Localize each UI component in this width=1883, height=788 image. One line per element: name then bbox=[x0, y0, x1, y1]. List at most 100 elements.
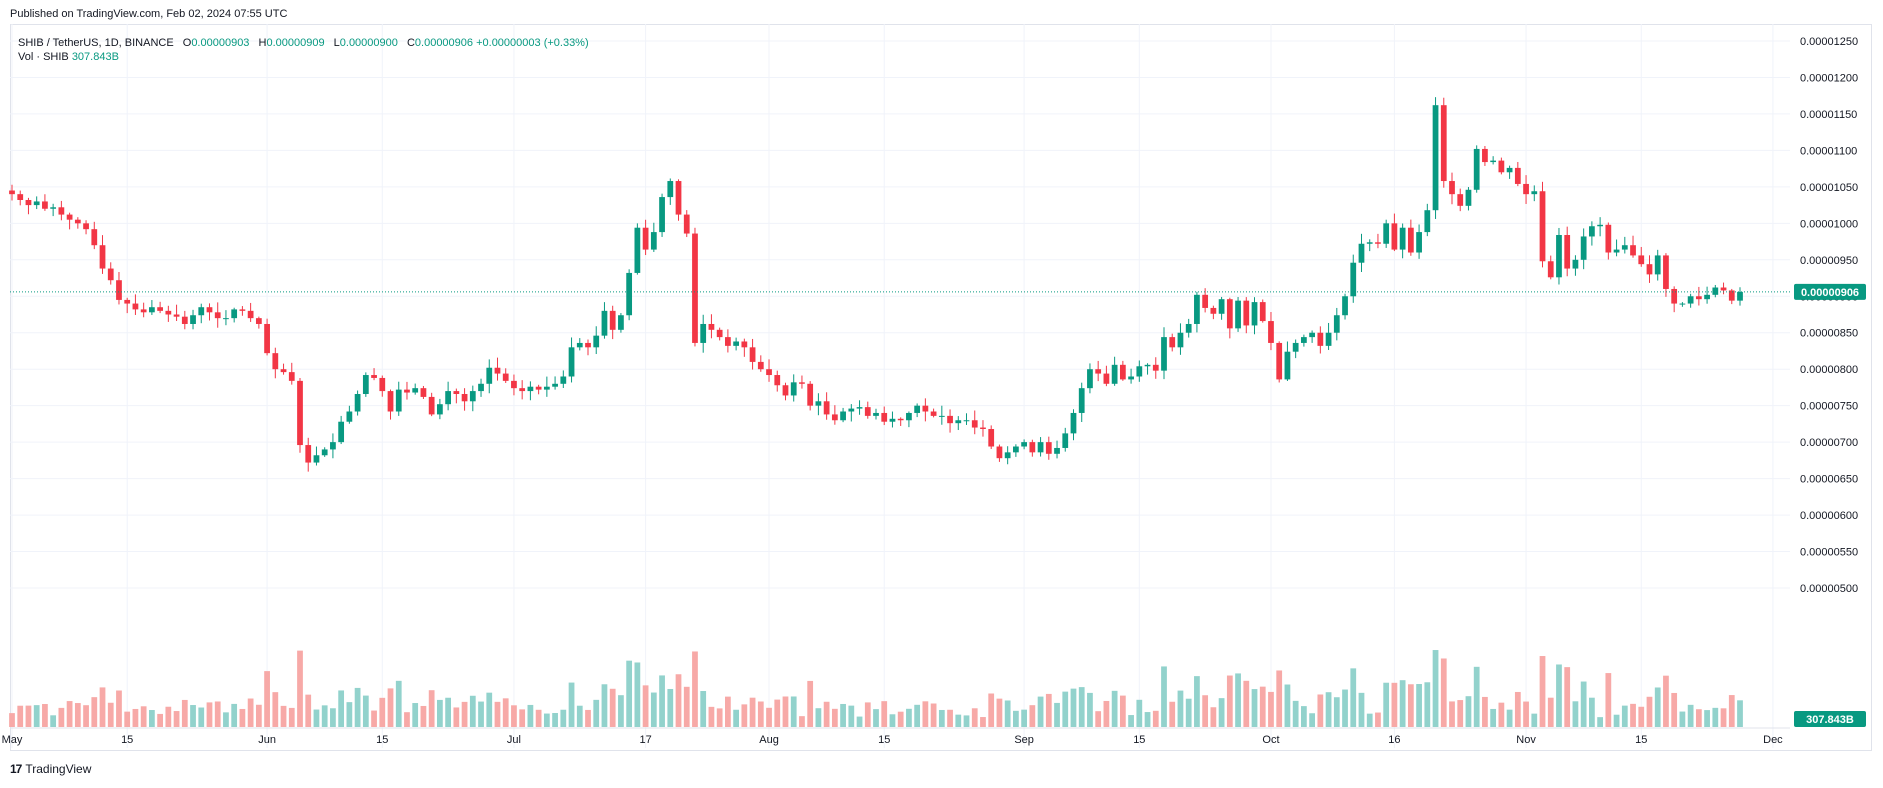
candle-body bbox=[511, 380, 517, 389]
volume-bar bbox=[1309, 713, 1315, 727]
x-tick-label: Aug bbox=[759, 734, 779, 746]
close-key: C bbox=[406, 37, 415, 49]
volume-bar bbox=[1021, 709, 1027, 727]
change-value: +0.00000003 (+0.33%) bbox=[476, 37, 589, 49]
candle-body bbox=[165, 310, 172, 315]
candle-body bbox=[1679, 303, 1686, 305]
candle-body bbox=[50, 207, 57, 209]
candle-body bbox=[1301, 337, 1307, 343]
candle-body bbox=[1737, 291, 1743, 301]
volume-bar bbox=[1424, 682, 1431, 727]
y-tick-label: 0.00000950 bbox=[1800, 255, 1858, 267]
volume-bar bbox=[264, 671, 270, 727]
candle-body bbox=[1202, 294, 1209, 308]
last-price-label: 0.00000906 bbox=[1801, 287, 1859, 299]
candle-body bbox=[881, 412, 888, 422]
candle-body bbox=[1029, 442, 1036, 453]
x-tick-label: 15 bbox=[376, 734, 388, 746]
candle-body bbox=[1383, 223, 1390, 244]
volume-bar bbox=[1152, 710, 1159, 727]
candle-body bbox=[1144, 364, 1151, 367]
candle-body bbox=[1251, 302, 1258, 326]
candle-body bbox=[1671, 288, 1678, 304]
volume-bar bbox=[1358, 692, 1365, 727]
volume-bar bbox=[1432, 650, 1439, 727]
open-value: 0.00000903 bbox=[191, 37, 250, 49]
candle-body bbox=[1095, 369, 1102, 374]
candle-body bbox=[618, 315, 624, 330]
candle-body bbox=[955, 420, 962, 424]
volume-bar bbox=[1457, 700, 1464, 727]
volume-bar bbox=[116, 690, 122, 727]
last-price-badge bbox=[1794, 283, 1866, 300]
candle-body bbox=[33, 201, 40, 206]
candle-body bbox=[980, 427, 986, 430]
candle-body bbox=[700, 323, 707, 343]
volume-bar bbox=[1029, 705, 1036, 727]
volume-bar bbox=[1704, 710, 1710, 727]
volume-bar bbox=[1301, 706, 1307, 727]
candle-body bbox=[445, 391, 451, 405]
volume-bar bbox=[338, 690, 345, 727]
y-tick-label: 0.00001150 bbox=[1800, 109, 1857, 121]
volume-bar bbox=[1095, 711, 1102, 727]
volume-bar bbox=[560, 709, 567, 727]
candle-body bbox=[1407, 227, 1414, 253]
volume-bar bbox=[1169, 701, 1176, 727]
volume-bar bbox=[1218, 698, 1225, 727]
volume-bar bbox=[173, 711, 180, 727]
volume-bar bbox=[790, 696, 797, 727]
volume-bar bbox=[1630, 703, 1636, 727]
y-tick-label: 0.00001200 bbox=[1800, 72, 1858, 84]
volume-bar bbox=[132, 708, 139, 727]
volume-bar bbox=[831, 708, 838, 727]
volume-bar bbox=[404, 712, 410, 727]
low-value: 0.00000900 bbox=[339, 37, 398, 49]
candle-body bbox=[132, 303, 139, 310]
y-tick-label: 0.00000700 bbox=[1800, 437, 1858, 449]
ohlc-legend: SHIB / TetherUS, 1D, BINANCE O0.00000903… bbox=[18, 35, 589, 51]
volume-key: Vol · SHIB bbox=[18, 51, 69, 63]
candle-body bbox=[1136, 366, 1143, 377]
volume-bar bbox=[1514, 691, 1521, 727]
volume-bar bbox=[1663, 675, 1669, 727]
y-tick-label: 0.00001250 bbox=[1800, 36, 1858, 48]
candle-body bbox=[815, 401, 822, 406]
candle-body bbox=[831, 414, 838, 421]
candle-body bbox=[321, 449, 328, 456]
candle-body bbox=[1070, 412, 1077, 434]
candle-body bbox=[609, 310, 616, 330]
volume-bar bbox=[1268, 691, 1274, 727]
volume-bar bbox=[124, 711, 131, 727]
candle-body bbox=[107, 268, 114, 281]
candle-body bbox=[593, 335, 600, 348]
candle-body bbox=[650, 232, 657, 250]
volume-bar bbox=[33, 705, 40, 727]
candle-body bbox=[1210, 307, 1217, 314]
volume-bar bbox=[321, 705, 328, 727]
volume-bar bbox=[1185, 698, 1192, 727]
volume-bar bbox=[922, 701, 929, 727]
candle-body bbox=[25, 199, 32, 206]
x-tick-label: Oct bbox=[1262, 734, 1279, 746]
candle-body bbox=[313, 455, 320, 463]
volume-bar bbox=[1276, 670, 1283, 727]
volume-bar bbox=[675, 674, 682, 727]
volume-bar bbox=[99, 687, 106, 727]
y-tick-label: 0.00000850 bbox=[1800, 328, 1858, 340]
volume-bar bbox=[297, 650, 303, 727]
volume-bar bbox=[1597, 717, 1603, 727]
candle-body bbox=[1218, 299, 1225, 314]
candle-body bbox=[330, 442, 336, 450]
y-tick-label: 0.00000650 bbox=[1800, 474, 1858, 486]
volume-value: 307.843B bbox=[71, 51, 119, 63]
x-tick-label: 15 bbox=[1133, 734, 1145, 746]
tradingview-logo-icon: 17 bbox=[10, 762, 22, 776]
candle-body bbox=[1062, 433, 1069, 448]
volume-bar bbox=[897, 711, 904, 727]
volume-bar bbox=[576, 705, 583, 727]
volume-bar bbox=[889, 714, 896, 727]
volume-bar bbox=[683, 686, 690, 727]
y-tick-label: 0.00001050 bbox=[1800, 182, 1858, 194]
